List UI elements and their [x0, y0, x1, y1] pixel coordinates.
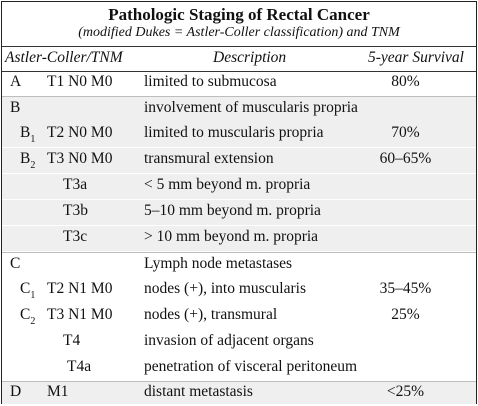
tnm-cell: T3b: [63, 202, 88, 219]
tnm-cell: T3c: [63, 228, 88, 245]
stage-cell: C1: [20, 280, 36, 301]
description-cell: 5–10 mm beyond m. propria: [144, 202, 321, 219]
description-cell: penetration of visceral peritoneum: [144, 358, 358, 375]
tnm-cell: T2 N1 M0: [47, 280, 113, 297]
stage-cell: C: [10, 255, 21, 272]
table-row: T4 invasion of adjacent organs: [2, 330, 476, 355]
description-cell: nodes (+), transmural: [144, 306, 278, 323]
description-cell: invasion of adjacent organs: [144, 332, 314, 349]
description-cell: limited to muscularis propria: [144, 124, 324, 141]
description-cell: distant metastasis: [144, 383, 253, 400]
stage-cell: B: [10, 99, 21, 116]
table-row: C2 T3 N1 M0 nodes (+), transmural 25%: [2, 304, 476, 329]
survival-cell: 70%: [391, 124, 420, 141]
table-row: D M1 distant metastasis <25%: [2, 381, 476, 404]
tnm-cell: T3 N1 M0: [47, 306, 113, 323]
description-cell: Lymph node metastases: [144, 255, 293, 272]
stage-cell: B1: [20, 124, 36, 145]
stage-cell: B2: [20, 150, 36, 171]
title-block: Pathologic Staging of Rectal Cancer (mod…: [2, 2, 476, 46]
description-cell: involvement of muscularis propria: [144, 99, 358, 116]
table-row: T3c > 10 mm beyond m. propria: [2, 226, 476, 251]
table-row: C1 T2 N1 M0 nodes (+), into muscularis 3…: [2, 278, 476, 303]
stage-cell: C2: [20, 306, 36, 327]
table-row: A T1 N0 M0 limited to submucosa 80%: [2, 71, 476, 96]
description-cell: transmural extension: [144, 150, 274, 167]
table-row: C Lymph node metastases: [2, 252, 476, 278]
tnm-cell: T2 N0 M0: [47, 124, 113, 141]
stage-cell: D: [10, 383, 22, 400]
description-cell: < 5 mm beyond m. propria: [144, 176, 311, 193]
table-row: T3b 5–10 mm beyond m. propria: [2, 200, 476, 225]
tnm-cell: T3a: [63, 176, 88, 193]
header-row: Astler-Coller/TNM Description 5-year Sur…: [2, 46, 476, 72]
survival-cell: <25%: [386, 383, 425, 400]
description-cell: > 10 mm beyond m. propria: [144, 228, 319, 245]
tnm-cell: T4a: [67, 358, 92, 375]
table-title: Pathologic Staging of Rectal Cancer: [108, 5, 370, 24]
survival-cell: 35–45%: [379, 280, 432, 297]
header-description: Description: [213, 49, 287, 66]
description-cell: limited to submucosa: [144, 73, 277, 90]
tnm-cell: T3 N0 M0: [47, 150, 113, 167]
table-row: T3a < 5 mm beyond m. propria: [2, 174, 476, 199]
survival-cell: 80%: [391, 73, 420, 90]
table-row: B2 T3 N0 M0 transmural extension 60–65%: [2, 148, 476, 173]
stage-cell: A: [10, 73, 22, 90]
table-row: B1 T2 N0 M0 limited to muscularis propri…: [2, 122, 476, 147]
tnm-cell: T1 N0 M0: [47, 73, 113, 90]
header-survival: 5-year Survival: [368, 49, 464, 66]
tnm-cell: M1: [47, 383, 69, 400]
table-row: T4a penetration of visceral peritoneum: [2, 356, 476, 381]
header-staging: Astler-Coller/TNM: [5, 49, 123, 66]
tnm-cell: T4: [63, 332, 81, 349]
survival-cell: 60–65%: [379, 150, 432, 167]
table-subtitle: (modified Dukes = Astler-Coller classifi…: [78, 25, 400, 40]
table-row: B involvement of muscularis propria: [2, 96, 476, 122]
description-cell: nodes (+), into muscularis: [144, 280, 306, 297]
survival-cell: 25%: [391, 306, 420, 323]
